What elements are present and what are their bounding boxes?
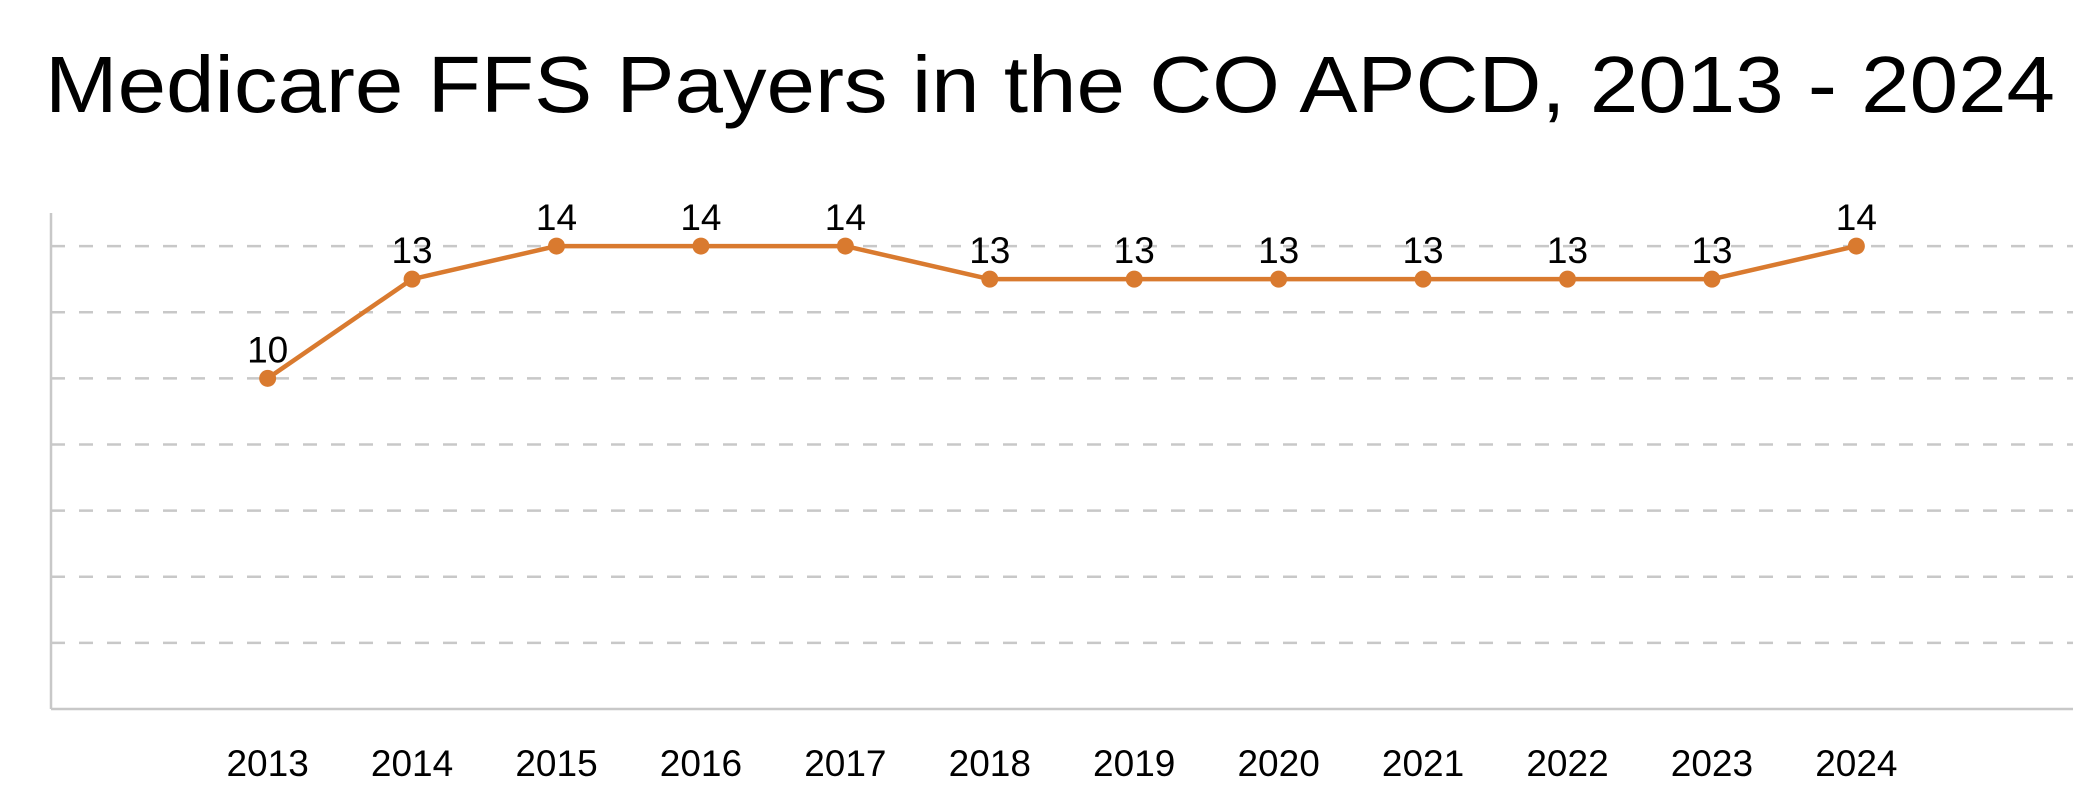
x-tick-label: 2016 [660, 743, 742, 784]
data-label: 14 [1836, 197, 1877, 238]
data-label: 10 [247, 329, 288, 370]
data-point [403, 270, 421, 288]
x-tick-label: 2019 [1093, 743, 1175, 784]
data-labels: 10 13 14 14 14 13 13 13 13 13 13 14 [247, 197, 1877, 370]
data-label: 13 [1691, 230, 1732, 271]
x-tick-label: 2024 [1815, 743, 1897, 784]
x-tick-label: 2022 [1526, 743, 1608, 784]
data-point [548, 237, 565, 255]
x-tick-label: 2018 [949, 743, 1031, 784]
x-tick-label: 2020 [1237, 743, 1319, 784]
data-label: 13 [1258, 230, 1299, 271]
data-label: 13 [391, 230, 432, 271]
data-point [1270, 270, 1288, 288]
data-point [1847, 237, 1865, 255]
series-line [259, 237, 1865, 387]
x-tick-label: 2023 [1671, 743, 1753, 784]
data-label: 14 [825, 197, 866, 238]
data-label: 14 [536, 197, 577, 238]
axes [49, 213, 2073, 711]
chart-title: Medicare FFS Payers in the CO APCD, 2013… [45, 40, 2055, 129]
data-label: 13 [969, 230, 1010, 271]
x-tick-label: 2021 [1382, 743, 1464, 784]
gridlines [51, 244, 2073, 645]
data-label: 13 [1402, 230, 1443, 271]
data-point [692, 237, 710, 255]
x-tick-label: 2013 [226, 743, 308, 784]
data-point [1559, 270, 1576, 288]
data-label: 13 [1114, 230, 1155, 271]
data-label: 13 [1547, 230, 1588, 271]
x-tick-label: 2017 [804, 743, 886, 784]
series-polyline [266, 243, 1857, 381]
x-tick-label: 2015 [515, 743, 597, 784]
data-point [1125, 270, 1143, 288]
data-point [836, 237, 854, 255]
x-tick-label: 2014 [371, 743, 453, 784]
x-tick-labels: 2013 2014 2015 2016 2017 2018 2019 2020 2021 2022… [226, 743, 1897, 784]
data-label: 14 [680, 197, 721, 238]
data-point [1703, 270, 1721, 288]
data-point [1414, 270, 1432, 288]
data-point [259, 369, 277, 387]
data-point [981, 270, 999, 288]
